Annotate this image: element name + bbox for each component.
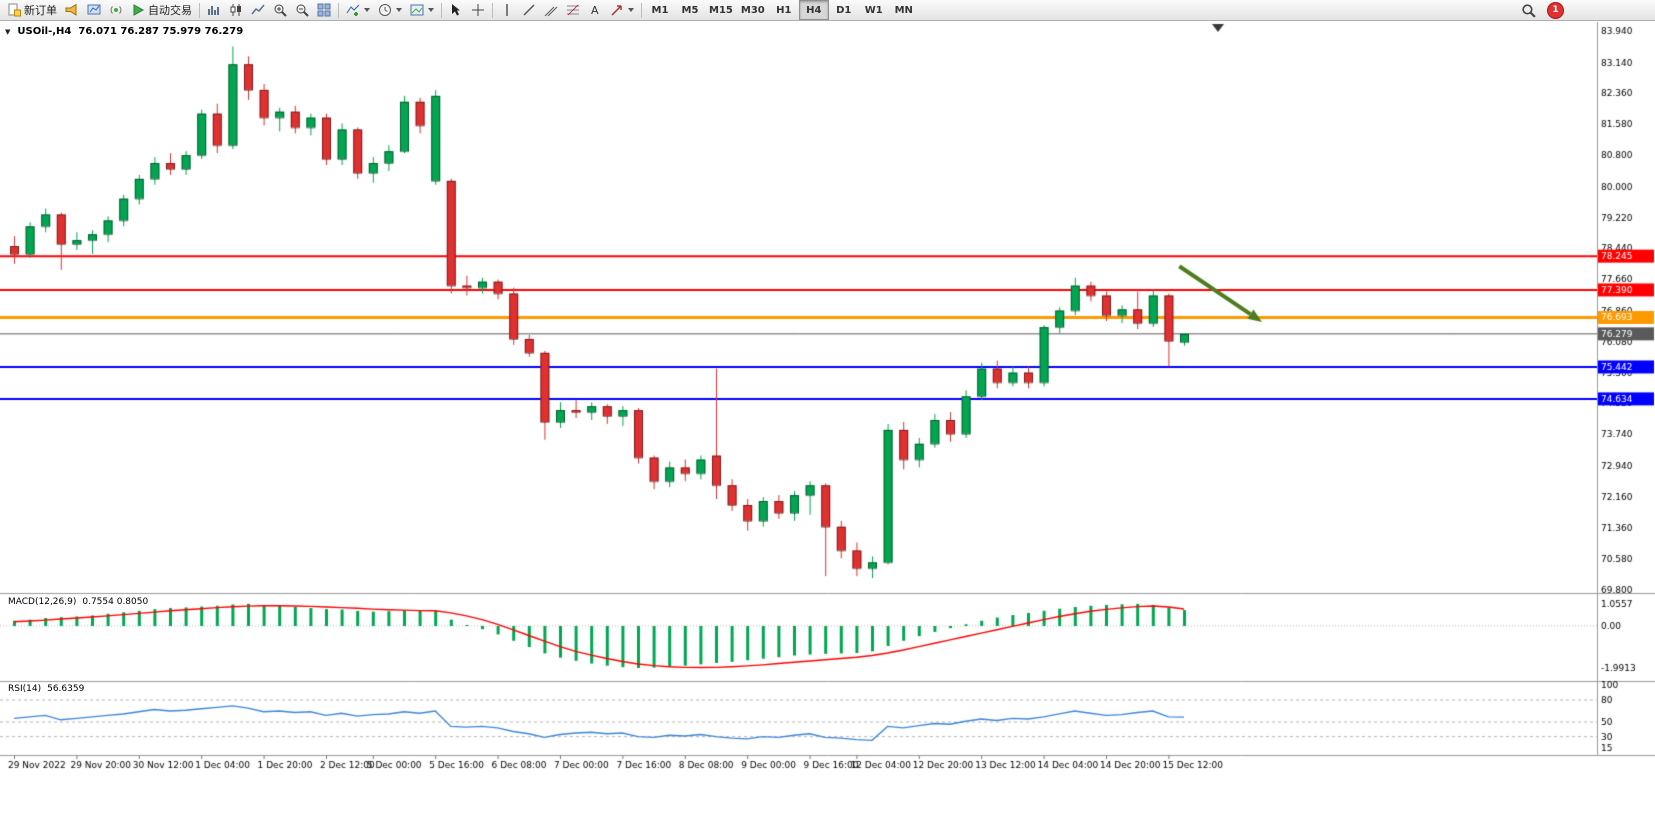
toolbar-separator [641, 2, 642, 18]
line-chart-button[interactable] [247, 0, 269, 20]
chart-header: ▼ USOil-,H4 76.071 76.287 75.979 76.279 [5, 26, 243, 37]
toolbar-right-group: 1 [1517, 0, 1652, 20]
chevron-down-icon [428, 8, 434, 12]
timeframe-d1-button[interactable]: D1 [836, 4, 852, 16]
channel-icon [544, 6, 558, 17]
new-order-button[interactable]: 新订单 [3, 0, 61, 20]
zoom-out-button[interactable] [291, 0, 313, 20]
cursor-icon [452, 4, 460, 16]
indicators-button[interactable] [342, 0, 374, 20]
macd-name: MACD(12,26,9) [8, 597, 77, 607]
periods-icon [379, 4, 391, 16]
macd-indicator-label: MACD(12,26,9) 0.7554 0.8050 [8, 597, 148, 607]
rsi-indicator-label: RSI(14) 56.6359 [8, 684, 84, 694]
chevron-down-icon [396, 8, 402, 12]
market-watch-button[interactable] [83, 0, 105, 20]
text-tool-icon: A [591, 4, 599, 17]
timeframe-mn-button[interactable]: MN [894, 4, 913, 16]
zoom-in-icon [274, 4, 287, 17]
zoom-in-button[interactable] [269, 0, 291, 20]
crosshair-button[interactable] [467, 0, 489, 20]
signal-button[interactable] [105, 0, 127, 20]
tile-windows-icon [317, 3, 331, 17]
line-chart-icon [251, 4, 265, 15]
search-icon [1522, 3, 1536, 18]
crosshair-icon [472, 4, 484, 16]
symbol-period-label: USOil-,H4 [17, 26, 72, 37]
rsi-panel-divider[interactable] [0, 679, 1597, 684]
chevron-down-icon [628, 8, 634, 12]
chevron-down-icon [364, 8, 370, 12]
trendline-button[interactable] [518, 0, 540, 20]
templates-icon [410, 4, 424, 16]
timeframe-h1-button[interactable]: H1 [776, 4, 792, 16]
macd-panel-divider[interactable] [0, 591, 1597, 596]
cursor-button[interactable] [445, 0, 467, 20]
fibonacci-button[interactable] [562, 0, 584, 20]
new-order-icon [8, 3, 21, 17]
text-tool-button[interactable]: A [584, 0, 606, 20]
channel-button[interactable] [540, 0, 562, 20]
signal-icon [110, 6, 122, 14]
autotrading-play-icon [133, 4, 145, 16]
time-axis-divider[interactable] [0, 753, 1597, 758]
announcement-icon [65, 3, 77, 16]
timeframe-h4-button[interactable]: H4 [798, 0, 829, 20]
vertical-line-button[interactable] [496, 0, 518, 20]
arrows-icon [611, 5, 622, 16]
indicators-icon [346, 4, 360, 16]
templates-button[interactable] [406, 0, 438, 20]
announcement-button[interactable] [61, 0, 83, 20]
vertical-line-icon [506, 4, 508, 16]
timeframe-m5-button[interactable]: M5 [681, 4, 699, 16]
toolbar-separator [492, 2, 493, 18]
fibonacci-icon [567, 4, 579, 16]
arrows-button[interactable] [606, 0, 638, 20]
collapse-triangle-icon[interactable]: ▼ [5, 27, 11, 36]
timeframe-w1-button[interactable]: W1 [864, 4, 883, 16]
svg-text:A: A [591, 4, 599, 17]
toolbar-separator [338, 2, 339, 18]
tile-windows-button[interactable] [313, 0, 335, 20]
market-watch-icon [87, 4, 101, 15]
rsi-value: 56.6359 [47, 684, 85, 694]
timeframe-m15-button[interactable]: M15 [709, 4, 733, 16]
ohlc-values: 76.071 76.287 75.979 76.279 [78, 26, 244, 37]
candlestick-chart-icon [230, 4, 241, 16]
timeframe-m1-button[interactable]: M1 [651, 4, 669, 16]
trendline-icon [523, 4, 535, 16]
autotrading-label: 自动交易 [148, 4, 192, 17]
timeframe-m30-button[interactable]: M30 [740, 4, 765, 16]
rsi-name: RSI(14) [8, 684, 42, 694]
bar-chart-button[interactable] [203, 0, 225, 20]
search-button[interactable] [1517, 0, 1540, 20]
autotrading-button[interactable]: 自动交易 [127, 0, 196, 20]
toolbar-separator [199, 2, 200, 18]
toolbar: 新订单 自动交易 [0, 0, 1655, 21]
notification-count: 1 [1552, 5, 1559, 15]
new-order-label: 新订单 [24, 4, 57, 17]
notification-badge[interactable]: 1 [1547, 1, 1564, 19]
macd-values: 0.7554 0.8050 [82, 597, 149, 607]
zoom-out-icon [296, 4, 309, 17]
toolbar-separator [441, 2, 442, 18]
candlestick-chart-button[interactable] [225, 0, 247, 20]
bar-chart-icon [208, 6, 219, 15]
timeframe-group: M1 M5 M15 M30 H1 H4 D1 W1 MN [645, 0, 919, 20]
periods-button[interactable] [374, 0, 406, 20]
